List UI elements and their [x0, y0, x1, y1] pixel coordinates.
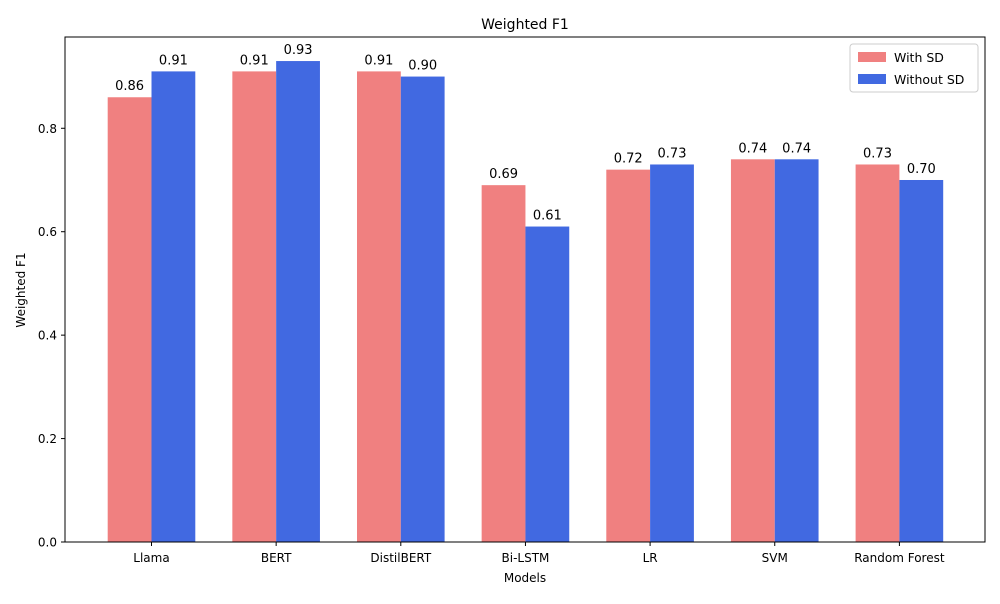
- bar-value-label: 0.74: [738, 141, 767, 156]
- plot-frame: [64, 36, 986, 543]
- bar-without-sd-distilbert: [400, 76, 445, 543]
- y-axis-label: Weighted F1: [14, 252, 28, 327]
- bar-without-sd-bi-lstm: [525, 226, 570, 542]
- bar-without-sd-bert: [276, 61, 320, 543]
- bar-value-label: 0.72: [614, 152, 643, 167]
- x-tick-label: SVM: [762, 551, 788, 565]
- bar-with-sd-lr: [606, 169, 651, 542]
- chart-title: Weighted F1: [481, 17, 569, 33]
- legend: With SD Without SD: [849, 43, 979, 93]
- bar-with-sd-bert: [232, 71, 277, 542]
- bar-with-sd-bi-lstm: [481, 185, 526, 542]
- x-axis-label: Models: [504, 571, 546, 585]
- legend-swatch: [858, 74, 886, 84]
- bar-value-label: 0.91: [240, 53, 269, 68]
- bar-without-sd-llama: [151, 71, 196, 542]
- bar-value-label: 0.93: [284, 43, 313, 58]
- y-tick-label: 0.2: [38, 432, 57, 446]
- bar-value-label: 0.91: [159, 53, 188, 68]
- y-tick-label: 0.8: [38, 122, 57, 136]
- bar-with-sd-distilbert: [357, 71, 401, 542]
- bar-without-sd-lr: [650, 164, 694, 542]
- x-tick-label: BERT: [261, 551, 292, 565]
- bar-value-label: 0.70: [907, 162, 936, 177]
- bars-layer: [107, 61, 944, 543]
- bar-value-label: 0.91: [364, 53, 393, 68]
- bar-value-label: 0.69: [489, 167, 518, 182]
- x-tick-label: Llama: [133, 551, 169, 565]
- bar-without-sd-random-forest: [899, 179, 944, 542]
- y-axis: 0.0 0.2 0.4 0.6 0.8: [38, 122, 65, 550]
- legend-label: With SD: [894, 50, 944, 65]
- bar-with-sd-random-forest: [855, 164, 900, 542]
- bar-with-sd-svm: [730, 159, 775, 542]
- x-tick-label: DistilBERT: [370, 551, 431, 565]
- bar-value-label: 0.73: [658, 146, 687, 161]
- x-axis: Llama BERT DistilBERT Bi-LSTM LR SVM Random Fo…: [133, 542, 945, 565]
- bar-value-label: 0.74: [782, 141, 811, 156]
- y-tick-label: 0.0: [38, 536, 57, 550]
- bar-value-label: 0.90: [408, 59, 437, 74]
- bar-without-sd-svm: [774, 159, 819, 542]
- y-tick-label: 0.4: [38, 329, 57, 343]
- x-tick-label: LR: [643, 551, 658, 565]
- bar-with-sd-llama: [107, 97, 152, 542]
- x-tick-label: Bi-LSTM: [502, 551, 550, 565]
- legend-swatch: [858, 52, 886, 62]
- x-tick-label: Random Forest: [854, 551, 945, 565]
- bar-value-label: 0.86: [115, 79, 144, 94]
- legend-label: Without SD: [894, 72, 964, 87]
- bar-value-label: 0.73: [863, 146, 892, 161]
- bar-labels-layer: 0.86 0.91 0.91 0.69 0.72 0.74 0.73 0.91 0.93 0.90…: [115, 43, 936, 223]
- y-tick-label: 0.6: [38, 225, 57, 239]
- bar-value-label: 0.61: [533, 209, 562, 224]
